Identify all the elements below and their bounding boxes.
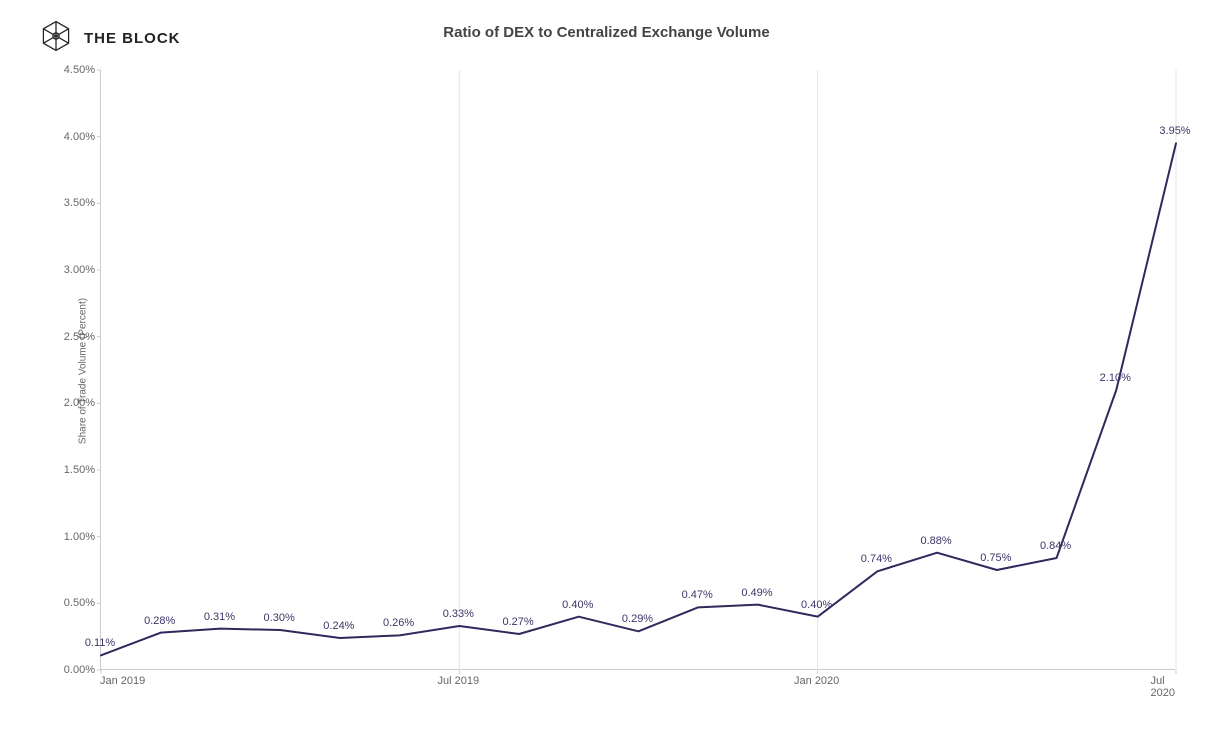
x-tick-label: Jan 2019: [100, 675, 145, 687]
data-point-label: 0.30%: [264, 612, 295, 624]
y-axis-label: Share of Trade Volume (Percent): [78, 298, 89, 444]
data-point-label: 0.24%: [323, 620, 354, 632]
x-tick-label: Jul 2020: [1151, 675, 1175, 699]
data-point-label: 0.47%: [682, 589, 713, 601]
x-tick-label: Jan 2020: [794, 675, 839, 687]
data-point-label: 0.33%: [443, 608, 474, 620]
y-tick-label: 1.00%: [45, 531, 95, 543]
y-tick-label: 0.50%: [45, 597, 95, 609]
y-tick-label: 2.00%: [45, 397, 95, 409]
data-point-label: 0.28%: [144, 615, 175, 627]
data-point-label: 3.95%: [1159, 125, 1190, 137]
data-point-label: 0.40%: [801, 599, 832, 611]
data-point-label: 2.10%: [1100, 372, 1131, 384]
y-tick-label: 3.00%: [45, 264, 95, 276]
y-tick-label: 1.50%: [45, 464, 95, 476]
y-tick-label: 4.50%: [45, 64, 95, 76]
x-tick-label: Jul 2019: [438, 675, 480, 687]
data-point-label: 0.75%: [980, 552, 1011, 564]
y-tick-label: 2.50%: [45, 331, 95, 343]
y-tick-label: 4.00%: [45, 131, 95, 143]
data-point-label: 0.40%: [562, 599, 593, 611]
data-point-label: 0.49%: [741, 587, 772, 599]
line-chart-svg: [101, 70, 1176, 670]
data-point-label: 0.31%: [204, 611, 235, 623]
plot-area: [100, 70, 1175, 670]
data-point-label: 0.74%: [861, 553, 892, 565]
y-tick-label: 3.50%: [45, 197, 95, 209]
y-tick-label: 0.00%: [45, 664, 95, 676]
chart-title: Ratio of DEX to Centralized Exchange Vol…: [0, 24, 1213, 41]
chart-container: 0.00%0.50%1.00%1.50%2.00%2.50%3.00%3.50%…: [100, 70, 1175, 690]
data-point-label: 0.27%: [502, 616, 533, 628]
data-point-label: 0.29%: [622, 613, 653, 625]
data-point-label: 0.26%: [383, 617, 414, 629]
data-point-label: 0.88%: [921, 535, 952, 547]
data-point-label: 0.11%: [85, 637, 115, 649]
data-point-label: 0.84%: [1040, 540, 1071, 552]
